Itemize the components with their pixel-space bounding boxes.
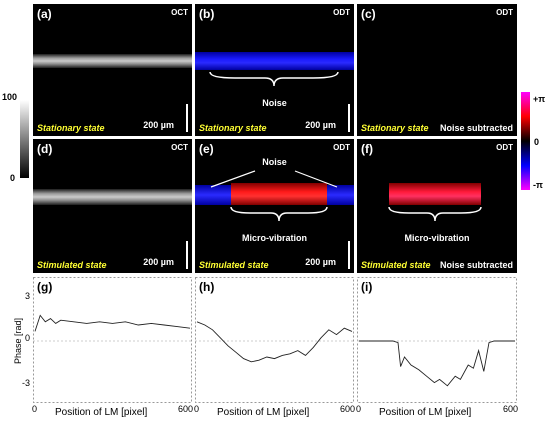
x-tick-0: 0 [356, 404, 362, 414]
pointer-lines [210, 170, 338, 188]
panel-label: (d) [37, 142, 53, 156]
modality-label: ODT [333, 143, 350, 152]
brace [230, 206, 328, 222]
phase-series-line [196, 321, 353, 363]
gray-colorbar-max: 100 [2, 92, 18, 102]
modality-label: ODT [496, 8, 513, 17]
modality-label: ODT [496, 143, 513, 152]
phase-colorbar-mid: 0 [534, 137, 540, 147]
x-tick-0: 0 [194, 404, 200, 414]
noise-label: Noise [262, 98, 287, 108]
plot-g: (g) [33, 277, 192, 403]
panel-label: (c) [361, 7, 376, 21]
scale-label: 200 µm [143, 120, 174, 130]
scale-bar [348, 104, 350, 132]
panel-label: (e) [199, 142, 214, 156]
phase-series-line [34, 314, 191, 332]
y-tick-0: 0 [25, 333, 31, 343]
brace [388, 206, 482, 222]
phase-colorbar [521, 92, 530, 190]
noise-band [195, 52, 354, 70]
x-tick-600: 600 [503, 404, 519, 414]
plot-label: (g) [37, 280, 53, 294]
scale-label: 200 µm [143, 257, 174, 267]
panel-a: (a) OCT Stationary state 200 µm [33, 4, 192, 136]
scale-label: 200 µm [305, 257, 336, 267]
plot-h: (h) [195, 277, 354, 403]
modality-label: OCT [171, 143, 188, 152]
noise-label: Noise [262, 157, 287, 167]
phase-series-line [359, 340, 515, 387]
plot-frame [33, 277, 192, 403]
x-label: Position of LM [pixel] [55, 407, 148, 418]
x-label: Position of LM [pixel] [217, 407, 310, 418]
state-label: Stimulated state [37, 260, 107, 270]
plot-h-svg [195, 277, 354, 403]
brace [209, 71, 339, 87]
state-label: Stationary state [199, 123, 267, 133]
panel-label: (b) [199, 7, 215, 21]
panel-label: (a) [37, 7, 52, 21]
panel-e: Noise Micro-vibration (e) ODT Stimulated… [195, 139, 354, 273]
state-label: Stationary state [361, 123, 429, 133]
modality-label: OCT [171, 8, 188, 17]
noise-subtracted-label: Noise subtracted [439, 123, 513, 133]
panel-d: (d) OCT Stimulated state 200 µm [33, 139, 192, 273]
panel-c: (c) ODT Stationary state Noise subtracte… [357, 4, 517, 136]
gray-colorbar [20, 100, 29, 178]
panel-f: Micro-vibration (f) ODT Stimulated state… [357, 139, 517, 273]
noise-subtracted-label: Noise subtracted [439, 260, 513, 270]
scale-bar [348, 241, 350, 269]
micro-vibration-label: Micro-vibration [404, 233, 470, 243]
noise-band-left [195, 185, 231, 205]
y-tick-3: 3 [25, 291, 31, 301]
micro-vibration-label: Micro-vibration [241, 233, 307, 243]
y-axis-label: Phase [rad] [13, 317, 23, 365]
state-label: Stimulated state [361, 260, 431, 270]
scale-bar [186, 104, 188, 132]
plot-i-svg [357, 277, 517, 403]
x-tick-600: 600 [340, 404, 356, 414]
plot-label: (h) [199, 280, 215, 294]
x-tick-600: 600 [178, 404, 194, 414]
state-label: Stimulated state [199, 260, 269, 270]
scale-bar [186, 241, 188, 269]
plot-frame [195, 277, 354, 403]
vibration-band [231, 183, 327, 205]
x-label: Position of LM [pixel] [379, 407, 472, 418]
noise-band-right [327, 185, 354, 205]
panel-b: Noise (b) ODT Stationary state 200 µm [195, 4, 354, 136]
phase-colorbar-min: -π [533, 180, 543, 190]
modality-label: ODT [333, 8, 350, 17]
gray-colorbar-min: 0 [10, 173, 16, 183]
y-tick-neg3: -3 [22, 378, 31, 388]
panel-label: (f) [361, 142, 373, 156]
plot-label: (i) [361, 280, 373, 294]
oct-layer [33, 189, 192, 205]
x-tick-0: 0 [32, 404, 38, 414]
oct-layer [33, 54, 192, 68]
phase-colorbar-max: +π [533, 94, 546, 104]
state-label: Stationary state [37, 123, 105, 133]
plot-frame [357, 277, 517, 403]
scale-label: 200 µm [305, 120, 336, 130]
vibration-band [389, 183, 481, 205]
plot-i: (i) [357, 277, 517, 403]
plot-g-svg [33, 277, 192, 403]
